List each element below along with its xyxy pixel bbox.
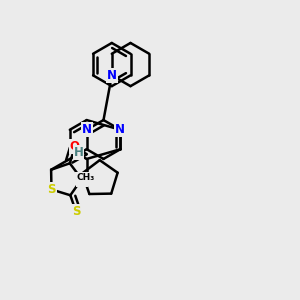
Text: N: N bbox=[115, 123, 125, 136]
Text: N: N bbox=[82, 123, 92, 136]
Text: S: S bbox=[72, 205, 80, 218]
Text: S: S bbox=[47, 183, 56, 196]
Text: N: N bbox=[77, 172, 87, 186]
Text: H: H bbox=[74, 146, 83, 159]
Text: N: N bbox=[107, 69, 117, 82]
Text: CH₃: CH₃ bbox=[76, 173, 94, 182]
Text: O: O bbox=[70, 140, 80, 153]
